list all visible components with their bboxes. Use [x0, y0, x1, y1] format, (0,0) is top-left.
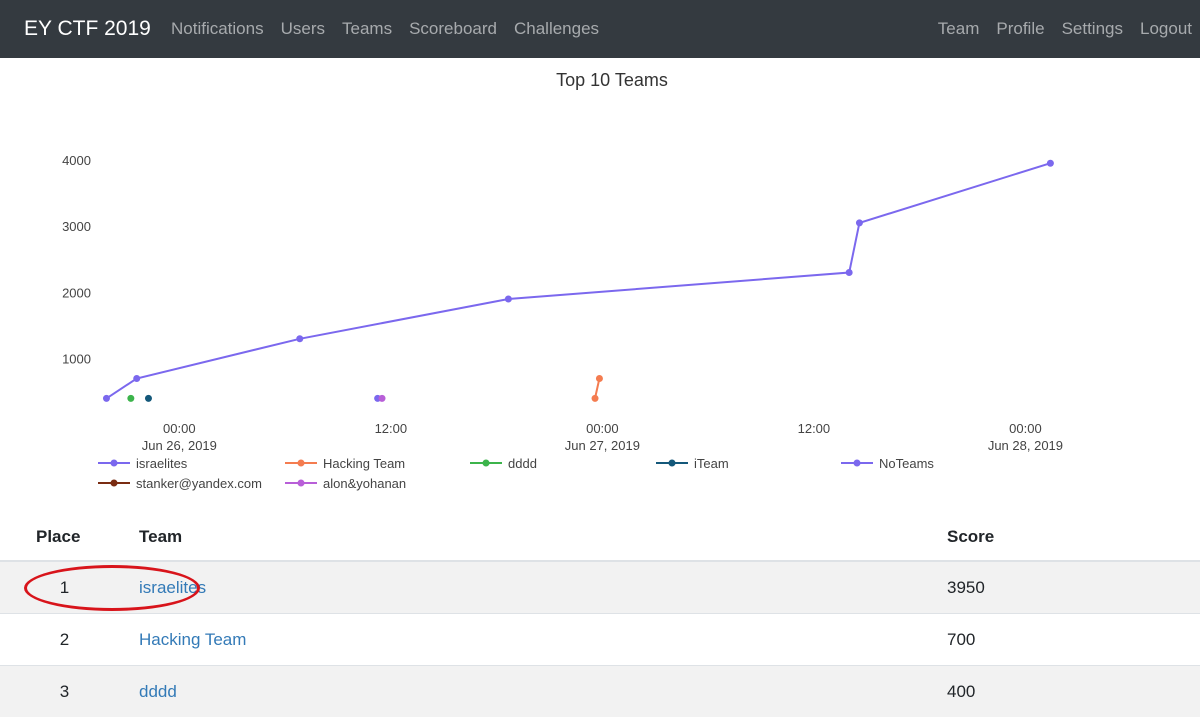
data-point[interactable] [855, 219, 863, 227]
team-link[interactable]: dddd [139, 681, 177, 701]
data-point[interactable] [504, 295, 512, 303]
y-tick-label: 2000 [62, 285, 91, 300]
nav-logout-link[interactable]: Logout [1140, 19, 1192, 38]
scoreboard-table: Place Team Score 1 israelites 3950 2 Hac… [0, 514, 1200, 717]
top-navbar: EY CTF 2019 Notifications Users Teams Sc… [0, 0, 1200, 58]
legend-item[interactable]: stanker@yandex.com [98, 476, 262, 491]
score-column-header: Score [947, 514, 1200, 562]
place-cell: 1 [0, 560, 139, 614]
y-tick-label: 4000 [62, 153, 91, 168]
series-israelites [102, 159, 1054, 402]
nav-team-link[interactable]: Team [937, 19, 980, 38]
legend-item[interactable]: Hacking Team [285, 456, 405, 471]
x-tick-date-label: Jun 27, 2019 [565, 438, 640, 453]
place-cell: 2 [0, 613, 139, 666]
x-tick-label: 12:00 [375, 421, 408, 436]
legend-swatch-marker [853, 459, 861, 467]
table-row: 2 Hacking Team 700 [0, 613, 1200, 666]
nav-right: Team Profile Settings Logout [938, 0, 1192, 58]
team-link[interactable]: israelites [139, 577, 207, 597]
series-hacking-team [591, 375, 603, 402]
series-alon-yohanan [378, 394, 386, 402]
legend-swatch-marker [297, 459, 305, 467]
data-point[interactable] [378, 394, 386, 402]
data-point[interactable] [1046, 159, 1054, 167]
brand-link[interactable]: EY CTF 2019 [24, 17, 151, 40]
series-layer [102, 159, 1054, 402]
place-cell: 3 [0, 665, 139, 717]
legend-item[interactable]: iTeam [656, 456, 729, 471]
chart-title: Top 10 Teams [556, 70, 668, 90]
series-dddd [127, 394, 135, 402]
team-link[interactable]: Hacking Team [139, 629, 247, 649]
chart-legend: israelites Hacking Team dddd iTeam NoTeams st… [98, 456, 934, 491]
legend-label: Hacking Team [323, 456, 405, 471]
legend-item[interactable]: NoTeams [841, 456, 934, 471]
x-tick-label: 12:00 [798, 421, 831, 436]
legend-item[interactable]: israelites [98, 456, 188, 471]
legend-swatch-marker [482, 459, 490, 467]
data-point[interactable] [591, 394, 599, 402]
y-tick-label: 3000 [62, 219, 91, 234]
x-tick-date-label: Jun 28, 2019 [988, 438, 1063, 453]
x-tick-label: 00:00 [163, 421, 196, 436]
team-cell: dddd [139, 665, 947, 717]
legend-label: iTeam [694, 456, 729, 471]
legend-swatch-marker [110, 459, 118, 467]
data-point[interactable] [296, 335, 304, 343]
score-cell: 3950 [947, 560, 1200, 614]
table-row: 1 israelites 3950 [0, 560, 1200, 614]
data-point[interactable] [133, 375, 141, 383]
data-point[interactable] [102, 394, 110, 402]
legend-item[interactable]: alon&yohanan [285, 476, 406, 491]
legend-label: alon&yohanan [323, 476, 406, 491]
nav-users-link[interactable]: Users [280, 19, 326, 38]
legend-label: stanker@yandex.com [136, 476, 262, 491]
nav-profile-link[interactable]: Profile [996, 19, 1045, 38]
team-column-header: Team [139, 514, 947, 562]
x-axis: 00:00 Jun 26, 2019 12:00 00:00 Jun 27, 2019 1… [142, 421, 1063, 453]
data-point[interactable] [595, 375, 603, 383]
series-iteam [144, 394, 152, 402]
table-row: 3 dddd 400 [0, 665, 1200, 717]
nav-notifications-link[interactable]: Notifications [171, 19, 264, 38]
x-tick-date-label: Jun 26, 2019 [142, 438, 217, 453]
nav-left: Notifications Users Teams Scoreboard Cha… [171, 0, 599, 58]
legend-swatch-marker [110, 479, 118, 487]
x-tick-label: 00:00 [1009, 421, 1042, 436]
data-point[interactable] [144, 394, 152, 402]
legend-label: israelites [136, 456, 188, 471]
series-line [105, 162, 1051, 400]
nav-challenges-link[interactable]: Challenges [513, 19, 600, 38]
score-cell: 700 [947, 613, 1200, 666]
scoreboard-chart: Top 10 Teams 1000 2000 3000 4000 00:00 Jun 2… [62, 70, 1063, 491]
team-cell: israelites [139, 560, 947, 614]
data-point[interactable] [127, 394, 135, 402]
place-column-header: Place [0, 514, 139, 562]
score-cell: 400 [947, 665, 1200, 717]
y-axis: 1000 2000 3000 4000 [62, 153, 91, 367]
nav-teams-link[interactable]: Teams [342, 19, 393, 38]
data-point[interactable] [845, 269, 853, 277]
legend-label: NoTeams [879, 456, 934, 471]
y-tick-label: 1000 [62, 352, 91, 367]
legend-item[interactable]: dddd [470, 456, 537, 471]
legend-swatch-marker [668, 459, 676, 467]
legend-label: dddd [508, 456, 537, 471]
nav-scoreboard-link[interactable]: Scoreboard [409, 19, 497, 38]
team-cell: Hacking Team [139, 613, 947, 666]
x-tick-label: 00:00 [586, 421, 619, 436]
table-header-row: Place Team Score [0, 514, 1200, 562]
legend-swatch-marker [297, 479, 305, 487]
nav-settings-link[interactable]: Settings [1061, 19, 1123, 38]
